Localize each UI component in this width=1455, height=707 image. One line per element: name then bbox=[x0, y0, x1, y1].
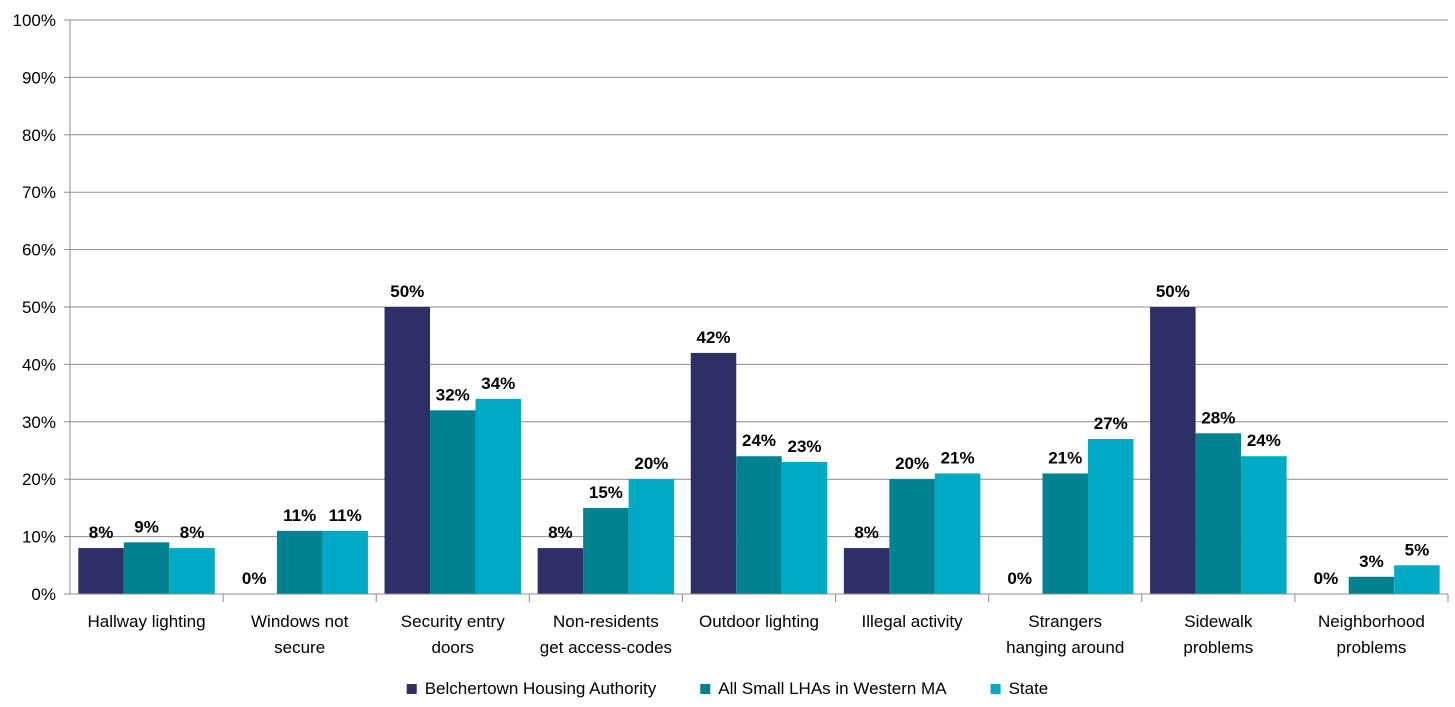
data-label: 32% bbox=[436, 385, 470, 404]
legend-label: State bbox=[1009, 679, 1049, 698]
y-tick-label: 20% bbox=[22, 470, 56, 489]
legend-swatch bbox=[406, 684, 417, 694]
x-axis-category-labels: Hallway lighting Windows not secure Securit… bbox=[87, 612, 1424, 657]
x-tick-label: get access-codes bbox=[540, 638, 672, 657]
bar bbox=[276, 530, 323, 594]
x-tick-label: Illegal activity bbox=[862, 612, 964, 631]
legend: Belchertown Housing Authority All Small L… bbox=[406, 679, 1049, 698]
data-label: 24% bbox=[1247, 431, 1281, 450]
bar bbox=[1087, 439, 1134, 594]
bar bbox=[384, 307, 431, 594]
y-tick-label: 100% bbox=[13, 11, 56, 30]
bar bbox=[1150, 307, 1196, 594]
x-tick-label: Non-residents bbox=[553, 612, 659, 631]
y-tick-label: 50% bbox=[22, 298, 56, 317]
data-label: 23% bbox=[787, 437, 821, 456]
bar bbox=[628, 479, 675, 594]
x-tick-label: hanging around bbox=[1006, 638, 1124, 657]
y-tick-label: 80% bbox=[22, 126, 56, 145]
data-labels: 8% 9% 8% 0% 11% 11% 50% 32% 34% 8% 15% 20% 42% 24% 23%… bbox=[89, 282, 1429, 588]
data-label: 50% bbox=[390, 282, 424, 301]
data-label: 8% bbox=[854, 523, 879, 542]
bar bbox=[934, 473, 981, 594]
bar bbox=[322, 530, 368, 594]
y-tick-label: 30% bbox=[22, 413, 56, 432]
bar bbox=[1394, 565, 1440, 594]
bar bbox=[583, 507, 629, 594]
legend-label: Belchertown Housing Authority bbox=[425, 679, 657, 698]
bar bbox=[123, 542, 170, 594]
bar bbox=[475, 398, 522, 594]
x-tick-label: doors bbox=[432, 638, 475, 657]
data-label: 42% bbox=[696, 328, 730, 347]
y-tick-label: 0% bbox=[31, 585, 56, 604]
data-label: 24% bbox=[742, 431, 776, 450]
bars bbox=[78, 307, 1440, 594]
data-label: 21% bbox=[941, 448, 975, 467]
bar bbox=[430, 410, 476, 594]
x-tick-label: Sidewalk bbox=[1184, 612, 1253, 631]
bar bbox=[781, 461, 828, 594]
data-label: 20% bbox=[634, 454, 668, 473]
bar bbox=[736, 456, 782, 594]
data-label: 8% bbox=[548, 523, 573, 542]
data-label: 11% bbox=[329, 506, 362, 525]
y-axis-ticks: 0% 10% 20% 30% 40% 50% 60% 70% 80% 90% 100% bbox=[13, 11, 70, 604]
data-label: 11% bbox=[283, 506, 316, 525]
y-tick-label: 10% bbox=[22, 528, 56, 547]
data-label: 28% bbox=[1201, 408, 1235, 427]
data-label: 34% bbox=[481, 374, 515, 393]
data-label: 9% bbox=[134, 517, 159, 536]
legend-swatch bbox=[700, 684, 711, 694]
data-label: 8% bbox=[180, 523, 205, 542]
bar bbox=[690, 352, 737, 594]
bar bbox=[889, 479, 935, 594]
y-tick-label: 60% bbox=[22, 241, 56, 260]
data-label: 3% bbox=[1359, 552, 1384, 571]
x-tick-label: Strangers bbox=[1028, 612, 1102, 631]
data-label: 8% bbox=[89, 523, 114, 542]
data-label: 21% bbox=[1048, 448, 1082, 467]
y-tick-label: 40% bbox=[22, 355, 56, 374]
bar bbox=[1195, 433, 1242, 594]
bar bbox=[1042, 473, 1088, 594]
x-tick-label: problems bbox=[1183, 638, 1253, 657]
x-tick-label: Windows not bbox=[251, 612, 349, 631]
data-label: 5% bbox=[1405, 540, 1430, 559]
x-tick-label: Security entry bbox=[401, 612, 505, 631]
data-label: 20% bbox=[895, 454, 929, 473]
bar bbox=[843, 548, 890, 594]
x-tick-label: Hallway lighting bbox=[87, 612, 205, 631]
gridlines bbox=[70, 19, 1448, 538]
data-label: 0% bbox=[1007, 569, 1032, 588]
bar bbox=[537, 548, 584, 594]
bar bbox=[78, 548, 124, 594]
bar bbox=[169, 548, 215, 594]
legend-label: All Small LHAs in Western MA bbox=[718, 679, 947, 698]
x-tick-label: Neighborhood bbox=[1318, 612, 1425, 631]
legend-swatch bbox=[990, 684, 1001, 694]
data-label: 15% bbox=[589, 483, 623, 502]
data-label: 50% bbox=[1156, 282, 1190, 301]
data-label: 0% bbox=[242, 569, 267, 588]
y-tick-label: 90% bbox=[22, 68, 56, 87]
x-tick-label: secure bbox=[274, 638, 325, 657]
bar bbox=[1348, 576, 1395, 594]
x-tick-label: problems bbox=[1336, 638, 1406, 657]
data-label: 27% bbox=[1094, 414, 1128, 433]
bar bbox=[1241, 456, 1287, 594]
data-label: 0% bbox=[1314, 569, 1339, 588]
y-tick-label: 70% bbox=[22, 183, 56, 202]
x-axis bbox=[69, 20, 1449, 602]
x-tick-label: Outdoor lighting bbox=[699, 612, 819, 631]
